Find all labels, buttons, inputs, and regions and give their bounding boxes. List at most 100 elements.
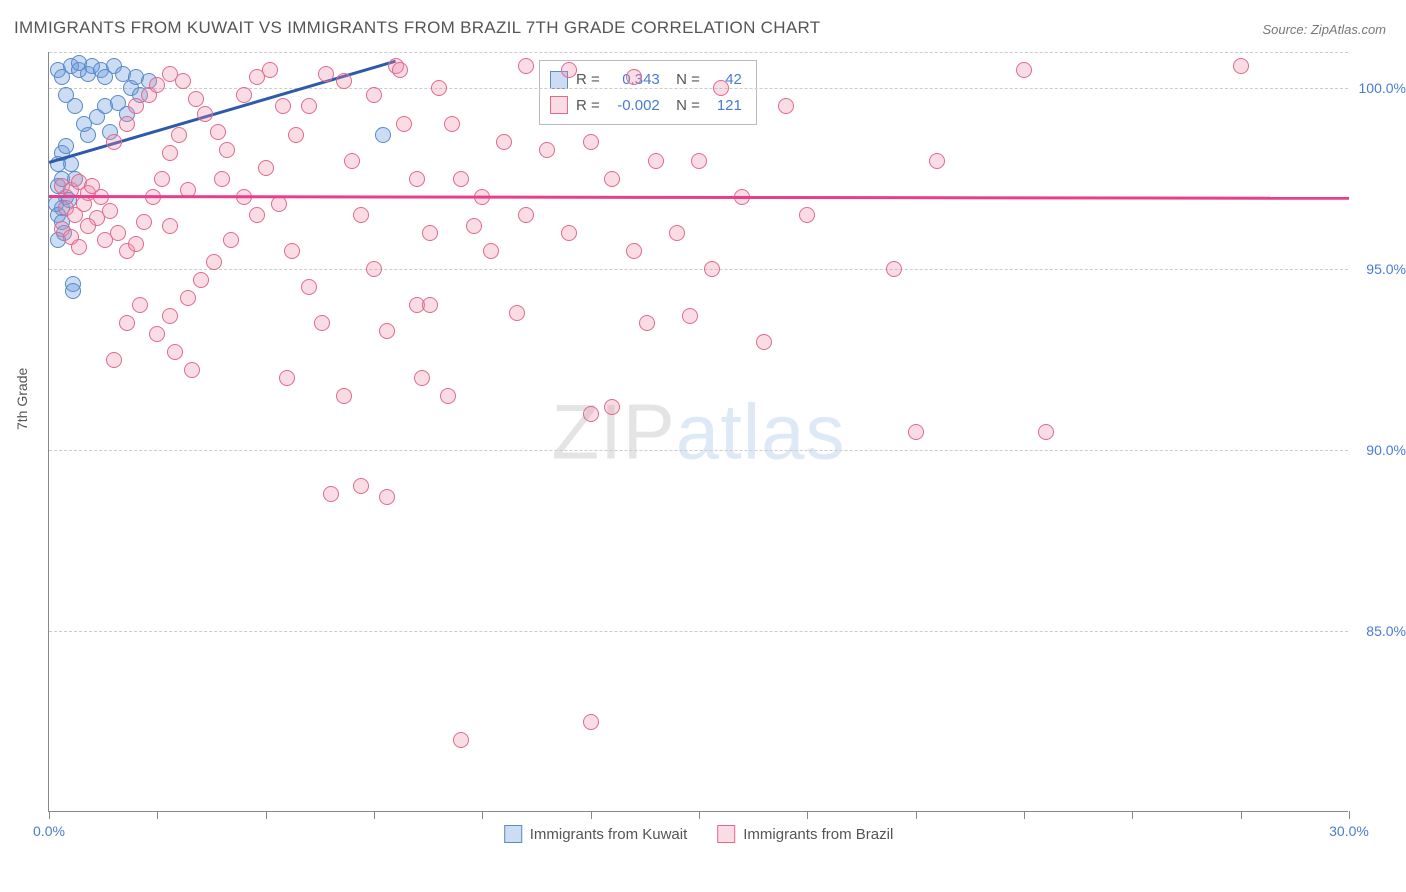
legend-row: R =-0.002 N =121 [550, 93, 742, 119]
scatter-point [496, 134, 512, 150]
x-tick [807, 811, 808, 819]
scatter-point [583, 406, 599, 422]
scatter-point [414, 370, 430, 386]
scatter-point [162, 308, 178, 324]
scatter-point [128, 98, 144, 114]
watermark-suffix: atlas [676, 387, 846, 475]
scatter-point [336, 73, 352, 89]
legend-swatch [504, 825, 522, 843]
scatter-point [210, 124, 226, 140]
chart-title: IMMIGRANTS FROM KUWAIT VS IMMIGRANTS FRO… [14, 18, 820, 38]
scatter-point [626, 69, 642, 85]
legend-swatch [717, 825, 735, 843]
scatter-point [219, 142, 235, 158]
scatter-point [71, 239, 87, 255]
scatter-point [353, 478, 369, 494]
x-tick [1349, 811, 1350, 819]
series-legend-item: Immigrants from Brazil [717, 825, 893, 843]
legend-n-label: N = [668, 93, 700, 119]
scatter-point [929, 153, 945, 169]
scatter-point [80, 218, 96, 234]
scatter-point [1038, 424, 1054, 440]
scatter-point [184, 362, 200, 378]
scatter-point [110, 225, 126, 241]
scatter-point [886, 261, 902, 277]
scatter-point [162, 145, 178, 161]
scatter-point [669, 225, 685, 241]
scatter-point [561, 225, 577, 241]
x-tick [49, 811, 50, 819]
scatter-point [175, 73, 191, 89]
series-legend: Immigrants from Kuwait Immigrants from Br… [504, 825, 894, 843]
scatter-point [102, 203, 118, 219]
scatter-point [188, 91, 204, 107]
scatter-point [197, 106, 213, 122]
scatter-point [65, 283, 81, 299]
scatter-point [76, 196, 92, 212]
x-tick [374, 811, 375, 819]
scatter-point [648, 153, 664, 169]
scatter-point [162, 218, 178, 234]
scatter-point [778, 98, 794, 114]
scatter-point [336, 388, 352, 404]
scatter-point [314, 315, 330, 331]
y-tick-label: 100.0% [1359, 80, 1406, 96]
scatter-point [1016, 62, 1032, 78]
scatter-point [704, 261, 720, 277]
y-tick-label: 95.0% [1366, 261, 1406, 277]
legend-r-label: R = [576, 93, 600, 119]
x-tick [1241, 811, 1242, 819]
scatter-point [539, 142, 555, 158]
scatter-point [422, 225, 438, 241]
scatter-point [518, 58, 534, 74]
scatter-point [453, 732, 469, 748]
scatter-point [262, 62, 278, 78]
scatter-point [561, 62, 577, 78]
scatter-point [71, 55, 87, 71]
scatter-point [799, 207, 815, 223]
scatter-point [344, 153, 360, 169]
scatter-point [422, 297, 438, 313]
gridline [49, 52, 1348, 53]
scatter-point [106, 134, 122, 150]
scatter-point [353, 207, 369, 223]
scatter-point [604, 399, 620, 415]
scatter-point [444, 116, 460, 132]
scatter-point [171, 127, 187, 143]
x-tick [591, 811, 592, 819]
gridline [49, 450, 1348, 451]
scatter-point [167, 344, 183, 360]
scatter-point [214, 171, 230, 187]
scatter-point [132, 297, 148, 313]
scatter-point [301, 279, 317, 295]
scatter-point [440, 388, 456, 404]
scatter-point [67, 98, 83, 114]
scatter-point [908, 424, 924, 440]
x-tick [482, 811, 483, 819]
scatter-point [80, 127, 96, 143]
scatter-point [682, 308, 698, 324]
scatter-point [119, 315, 135, 331]
watermark: ZIPatlas [551, 386, 845, 477]
x-tick [699, 811, 700, 819]
scatter-point [288, 127, 304, 143]
scatter-point [509, 305, 525, 321]
scatter-point [323, 486, 339, 502]
scatter-point [396, 116, 412, 132]
scatter-point [639, 315, 655, 331]
scatter-point [279, 370, 295, 386]
y-tick-label: 90.0% [1366, 442, 1406, 458]
scatter-point [453, 171, 469, 187]
scatter-point [180, 290, 196, 306]
scatter-point [431, 80, 447, 96]
series-legend-item: Immigrants from Kuwait [504, 825, 688, 843]
scatter-point [583, 134, 599, 150]
scatter-point [379, 489, 395, 505]
scatter-point [236, 87, 252, 103]
legend-n-value: 121 [708, 93, 742, 119]
scatter-point [466, 218, 482, 234]
scatter-point [128, 236, 144, 252]
scatter-point [206, 254, 222, 270]
scatter-point [249, 207, 265, 223]
scatter-point [223, 232, 239, 248]
